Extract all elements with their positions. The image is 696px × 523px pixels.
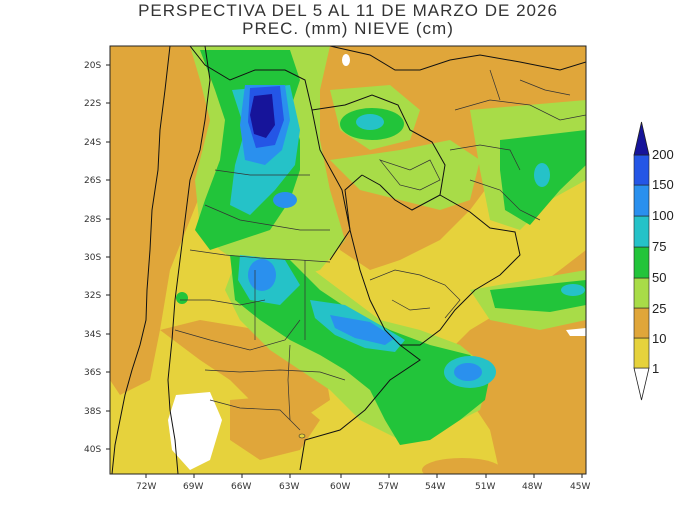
lon-label: 45W (570, 482, 590, 492)
lon-label: 51W (475, 482, 495, 492)
lon-label: 48W (522, 482, 542, 492)
legend-label: 150 (652, 177, 674, 192)
legend-swatch-100 (633, 184, 650, 217)
legend-label: 50 (652, 270, 666, 285)
legend-label: 75 (652, 239, 666, 254)
map-frame (109, 45, 587, 475)
color-legend: 1 10 25 50 75 100 150 200 (633, 121, 674, 401)
lon-label: 69W (183, 482, 203, 492)
lat-label: 28S (84, 215, 101, 225)
legend-swatch-10 (633, 307, 650, 339)
lat-label: 32S (84, 291, 101, 301)
lon-label: 63W (279, 482, 299, 492)
lon-label: 66W (231, 482, 251, 492)
lon-label: 54W (425, 482, 445, 492)
lat-label: 30S (84, 253, 101, 263)
precipitation-field (110, 46, 586, 474)
legend-label: 10 (652, 331, 666, 346)
legend-label: 25 (652, 301, 666, 316)
legend-swatch-75 (633, 215, 650, 248)
latitude-axis: 20S 22S 24S 26S 28S 30S 32S 34S 36S 38S … (84, 61, 110, 455)
lat-label: 36S (84, 368, 101, 378)
lon-label: 60W (330, 482, 350, 492)
legend-swatch-lt1 (633, 367, 650, 401)
longitude-axis: 72W 69W 66W 63W 60W 57W 54W 51W 48W 45W (136, 474, 590, 492)
lat-label: 34S (84, 330, 101, 340)
lat-label: 38S (84, 407, 101, 417)
lat-label: 20S (84, 61, 101, 71)
map-subtitle: PREC. (mm) NIEVE (cm) (242, 19, 454, 38)
lat-label: 24S (84, 138, 101, 148)
lon-label: 57W (378, 482, 398, 492)
legend-swatch-50 (633, 246, 650, 279)
legend-label: 100 (652, 208, 674, 223)
legend-label: 1 (652, 361, 659, 376)
lat-label: 26S (84, 176, 101, 186)
legend-swatch-150 (633, 154, 650, 186)
legend-swatch-1 (633, 337, 650, 369)
lat-label: 22S (84, 99, 101, 109)
legend-label: 200 (652, 147, 674, 162)
legend-swatch-25 (633, 277, 650, 309)
lon-label: 72W (136, 482, 156, 492)
map-title: PERSPECTIVA DEL 5 AL 11 DE MARZO DE 2026 (138, 1, 558, 20)
legend-swatch-200 (633, 121, 650, 156)
lat-label: 40S (84, 445, 101, 455)
